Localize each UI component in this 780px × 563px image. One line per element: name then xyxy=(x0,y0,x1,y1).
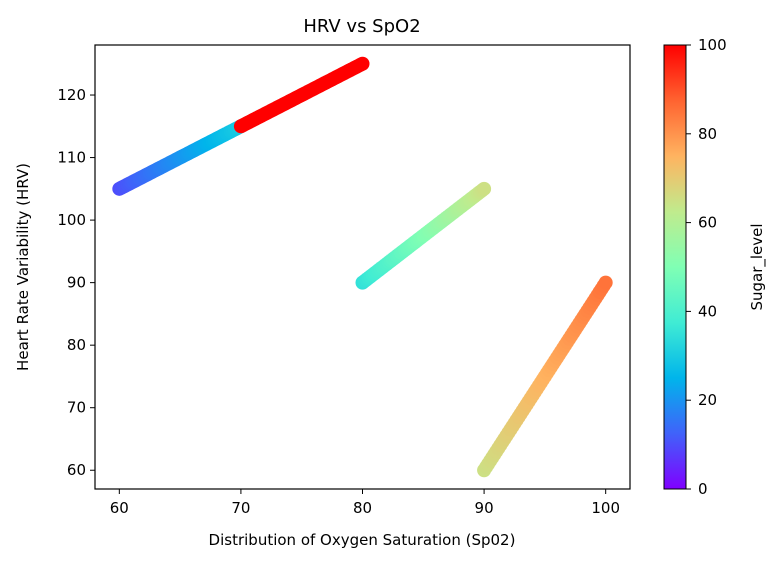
colorbar-label: Sugar_level xyxy=(748,223,767,310)
y-tick-label: 100 xyxy=(57,211,86,229)
y-axis-label: Heart Rate Variability (HRV) xyxy=(14,163,32,371)
x-tick-label: 70 xyxy=(231,499,250,517)
x-tick-label: 90 xyxy=(475,499,494,517)
colorbar-tick-label: 100 xyxy=(698,36,727,54)
y-tick-label: 90 xyxy=(67,274,86,292)
colorbar-tick-label: 40 xyxy=(698,302,717,320)
colorbar-tick-label: 0 xyxy=(698,480,708,498)
colorbar-tick-label: 80 xyxy=(698,125,717,143)
x-tick-label: 80 xyxy=(353,499,372,517)
x-axis-ticks: 60 70 80 90 100 xyxy=(110,489,620,517)
scatter-point xyxy=(477,181,492,196)
y-tick-label: 120 xyxy=(57,86,86,104)
colorbar-tick-label: 20 xyxy=(698,391,717,409)
data-points xyxy=(112,56,613,478)
y-tick-label: 70 xyxy=(67,399,86,417)
chart-title: HRV vs SpO2 xyxy=(303,16,420,37)
colorbar-ticks: 0 20 40 60 80 100 xyxy=(686,36,727,498)
y-tick-label: 60 xyxy=(67,461,86,479)
plot-frame xyxy=(94,44,631,490)
y-axis-ticks: 60 70 80 90 100 110 120 xyxy=(57,86,95,479)
colorbar xyxy=(663,44,687,490)
y-tick-label: 110 xyxy=(57,149,86,167)
scatter-point xyxy=(355,56,370,71)
x-tick-label: 60 xyxy=(110,499,129,517)
x-tick-label: 100 xyxy=(591,499,620,517)
x-axis-label: Distribution of Oxygen Saturation (Sp02) xyxy=(209,531,516,549)
colorbar-tick-label: 60 xyxy=(698,214,717,232)
y-tick-label: 80 xyxy=(67,336,86,354)
scatter-point xyxy=(598,275,613,290)
